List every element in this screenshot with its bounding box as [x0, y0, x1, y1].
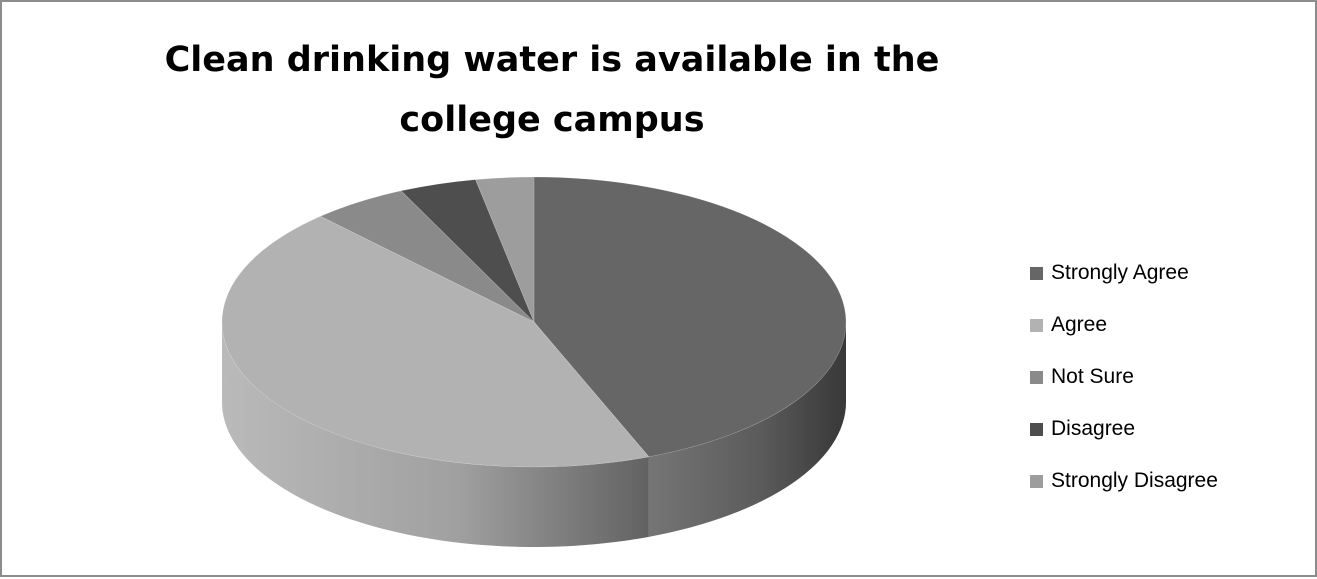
pie-sides	[222, 322, 846, 547]
pie-side-shading	[222, 322, 649, 547]
legend-item-disagree: Disagree	[1030, 416, 1218, 442]
pie-side-shading	[648, 322, 846, 537]
pie-slice-strongly-agree	[533, 176, 847, 458]
legend-label: Strongly Agree	[1051, 261, 1189, 284]
pie-slice-agree	[221, 215, 650, 468]
legend-swatch	[1030, 370, 1043, 384]
legend: Strongly Agree Agree Not Sure Disagree Stron…	[1030, 260, 1218, 520]
legend-item-strongly-agree: Strongly Agree	[1030, 260, 1218, 286]
legend-swatch	[1030, 422, 1043, 436]
pie-slice-strongly-disagree	[475, 176, 535, 323]
legend-item-not-sure: Not Sure	[1030, 364, 1218, 390]
pie-slice-disagree	[400, 179, 535, 323]
legend-label: Strongly Disagree	[1051, 469, 1218, 492]
legend-swatch	[1030, 474, 1043, 488]
legend-swatch	[1030, 266, 1043, 280]
legend-label: Agree	[1051, 313, 1108, 336]
pie-slices	[221, 176, 847, 468]
legend-item-strongly-disagree: Strongly Disagree	[1030, 468, 1218, 494]
legend-swatch	[1030, 318, 1043, 332]
chart-title: Clean drinking water is available in the…	[164, 40, 940, 140]
legend-label: Disagree	[1051, 417, 1136, 440]
pie-slice-not-sure	[319, 190, 535, 323]
legend-label: Not Sure	[1051, 365, 1134, 388]
legend-item-agree: Agree	[1030, 312, 1218, 338]
